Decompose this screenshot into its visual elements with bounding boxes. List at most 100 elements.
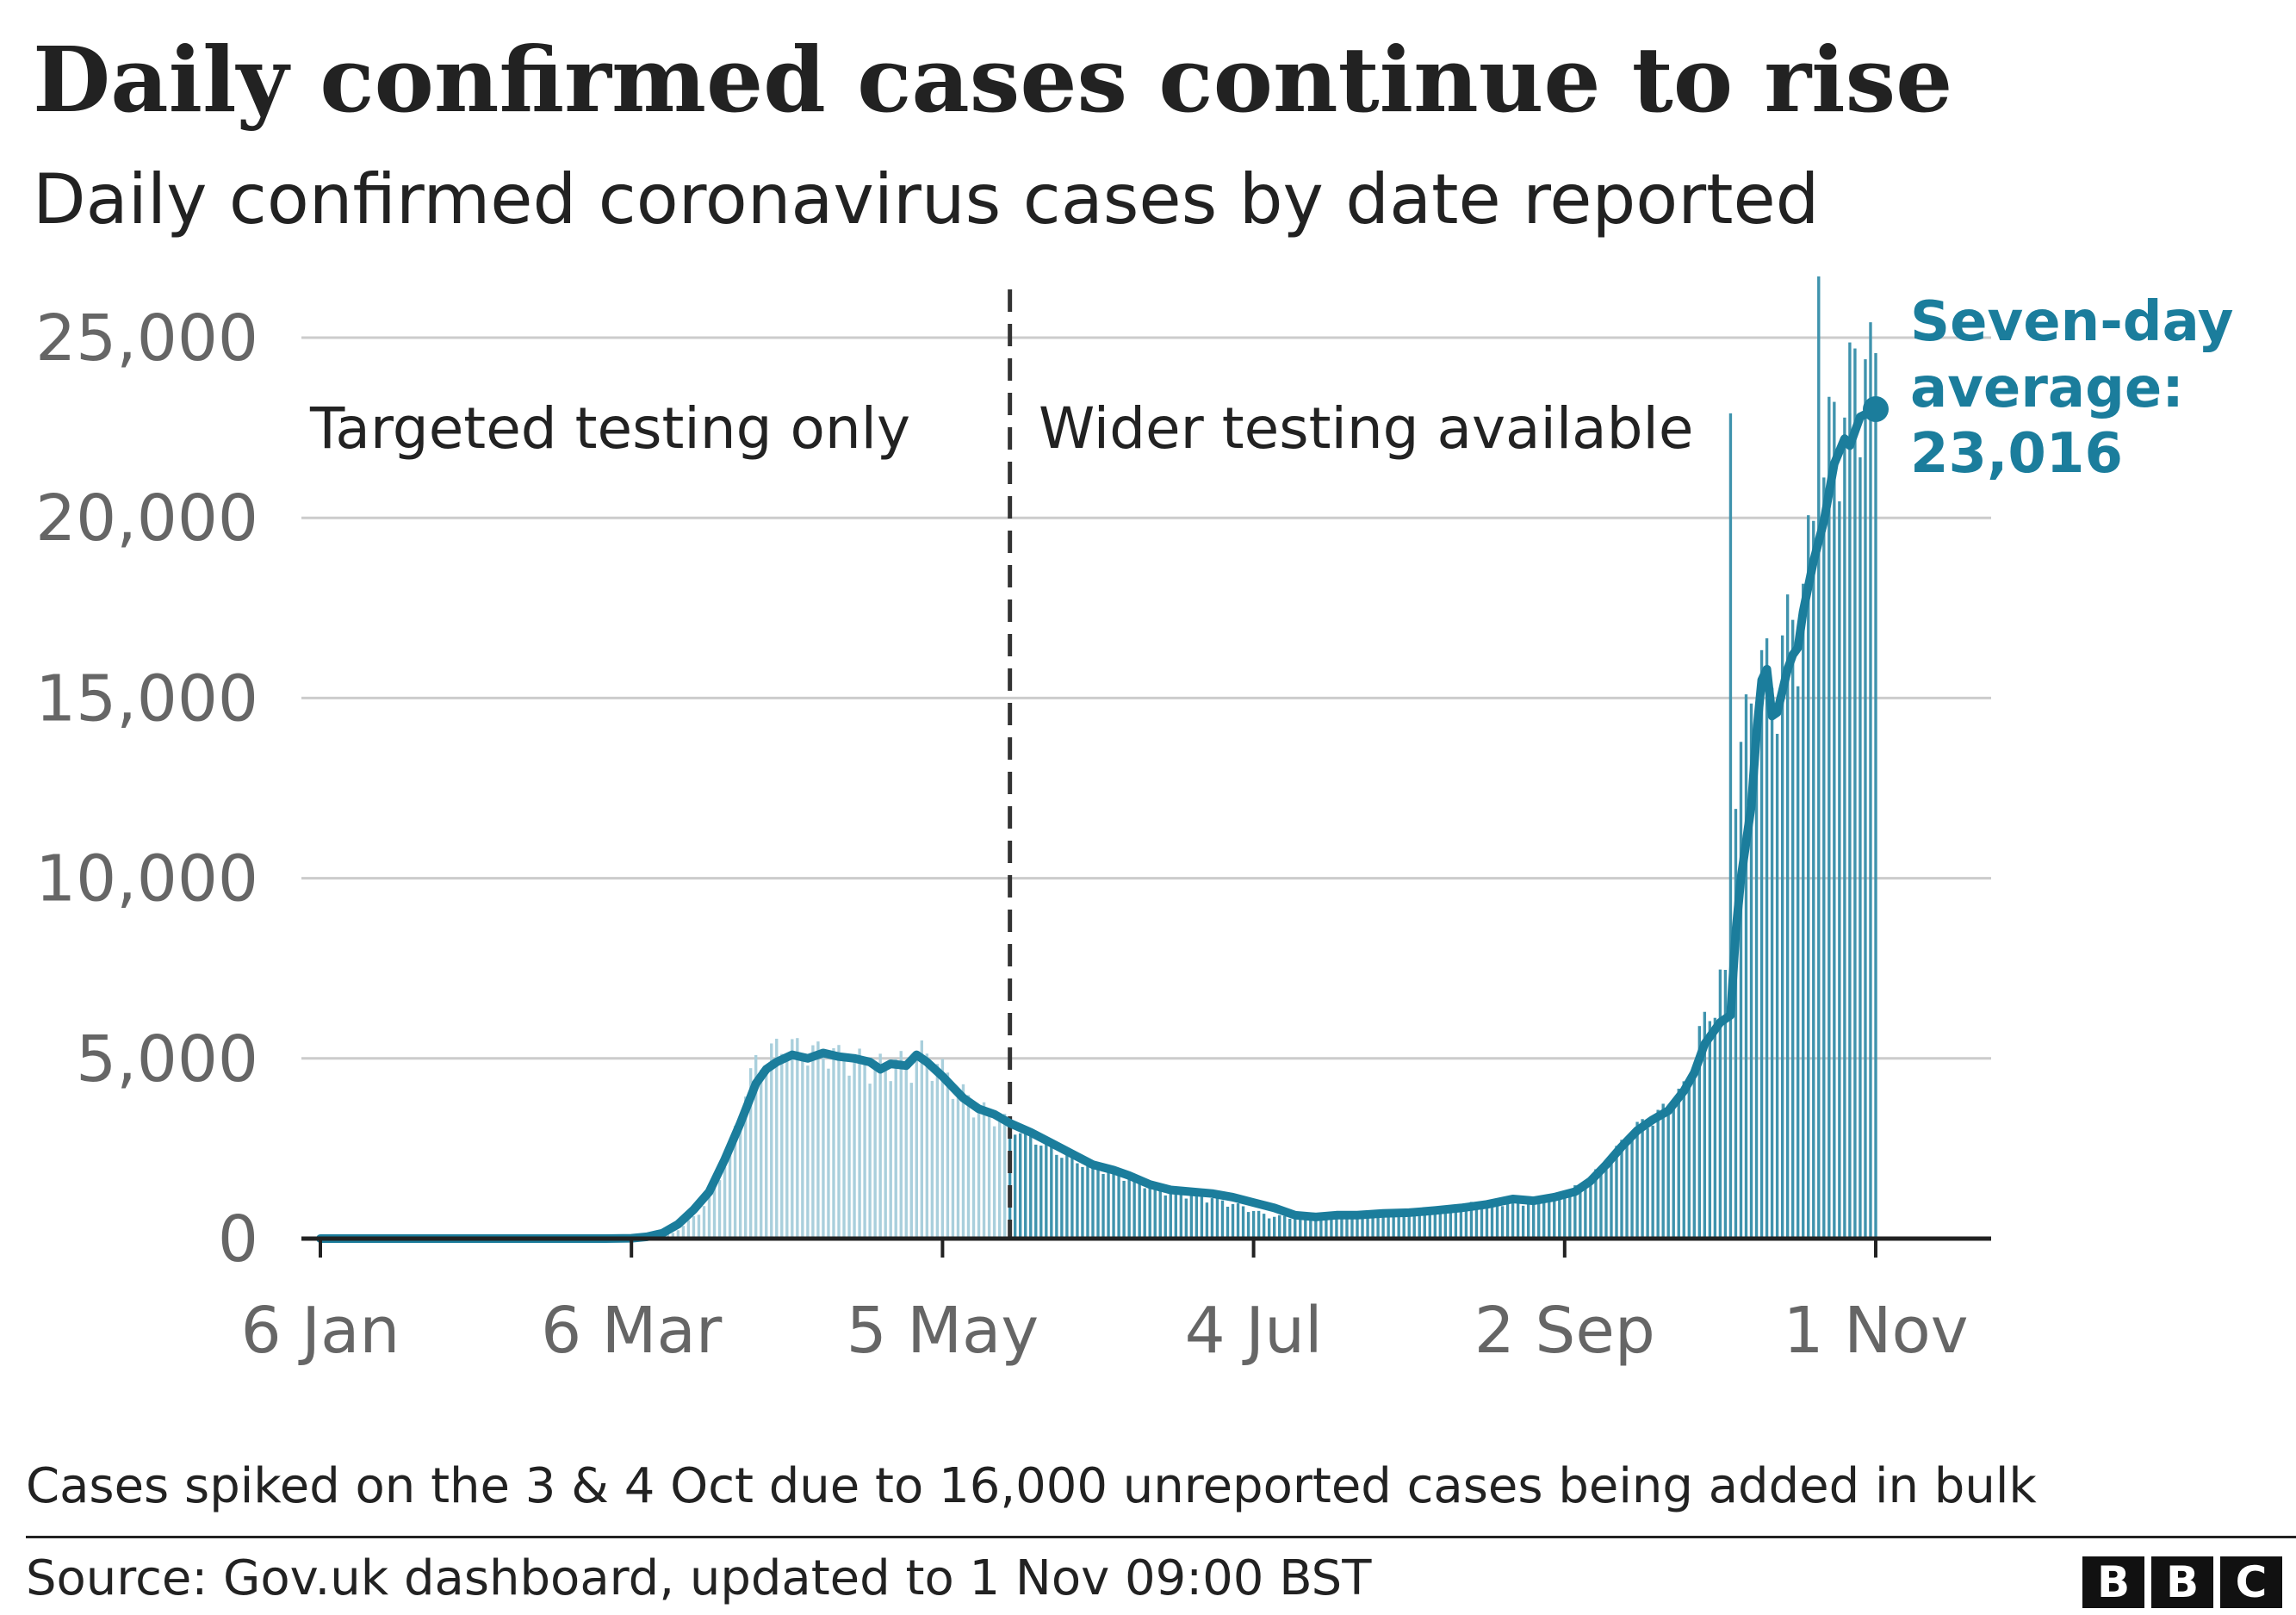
daily-bar [1304,1215,1307,1239]
daily-bar [785,1059,789,1239]
daily-bar [837,1045,841,1239]
x-tick-label: 6 Mar [541,1294,723,1368]
logo-letter-c: C [2220,1556,2282,1608]
daily-bar [1630,1135,1634,1239]
daily-bar [1158,1189,1162,1239]
daily-bar [1537,1198,1541,1239]
daily-bar [1070,1152,1074,1239]
daily-bar [712,1184,717,1239]
daily-bar [1635,1121,1639,1239]
daily-bar [1350,1216,1354,1239]
daily-bar [1765,638,1769,1239]
daily-bar [1164,1195,1167,1239]
daily-bar [1708,1021,1712,1239]
daily-bar [1169,1190,1172,1239]
daily-bar [1848,342,1852,1239]
daily-bar [1143,1188,1146,1239]
daily-bar [1656,1109,1660,1239]
daily-bar [956,1089,960,1239]
daily-bar [1246,1212,1250,1239]
daily-bar [842,1060,846,1239]
daily-bar [1189,1193,1194,1239]
daily-bar [806,1065,810,1239]
daily-bar [1278,1214,1281,1239]
daily-bar [909,1083,913,1239]
daily-bar [1122,1180,1126,1239]
daily-bar [1371,1214,1374,1239]
daily-bar [884,1062,887,1239]
daily-bar [1034,1144,1038,1239]
daily-bar [971,1117,976,1239]
daily-bar [1179,1192,1183,1239]
daily-bar [1226,1206,1230,1239]
daily-bar [780,1053,784,1239]
daily-bar [1412,1211,1416,1239]
x-tick-label: 4 Jul [1185,1294,1323,1368]
daily-bar [1687,1077,1691,1239]
daily-bar [723,1166,727,1239]
daily-bar [935,1064,940,1239]
daily-bar [1008,1118,1012,1239]
daily-bar [1620,1140,1623,1239]
daily-bar [1469,1202,1474,1239]
daily-bar [1335,1216,1338,1239]
daily-bar [904,1062,908,1239]
daily-bar [702,1206,706,1239]
daily-bar [697,1214,701,1239]
daily-bar [676,1230,680,1239]
daily-bar [1807,515,1810,1239]
daily-bar [1345,1214,1349,1239]
daily-bar [1086,1160,1089,1239]
daily-bar [671,1233,675,1239]
daily-bar [1438,1211,1443,1239]
daily-bar [1443,1207,1448,1239]
daily-bar [1511,1198,1515,1239]
daily-bar [1019,1133,1022,1239]
y-axis-ticks: 0 5,000 10,000 15,000 20,000 25,000 [35,301,258,1276]
daily-bar [1589,1179,1592,1239]
daily-bar [1055,1154,1058,1239]
y-tick-label: 0 [218,1202,258,1276]
daily-bar [1770,687,1774,1239]
daily-bar [915,1054,918,1239]
daily-bar [1148,1183,1151,1239]
daily-bar [738,1118,742,1239]
daily-bar [1257,1210,1261,1239]
daily-bar [1754,741,1759,1239]
y-tick-label: 15,000 [35,662,258,736]
latest-average-marker [1863,396,1889,423]
daily-bar [1703,1011,1707,1239]
daily-bar [1563,1196,1567,1239]
daily-bar [1474,1202,1479,1239]
y-tick-label: 10,000 [35,842,258,916]
daily-bar [1516,1201,1520,1239]
daily-bar [1050,1142,1053,1239]
daily-bar [1215,1196,1219,1239]
y-tick-label: 5,000 [76,1022,258,1096]
daily-bar [1728,413,1733,1239]
daily-bar [1464,1204,1468,1239]
daily-bar [666,1233,670,1239]
daily-bar [1117,1175,1120,1239]
daily-bar [1790,619,1795,1239]
daily-bar [770,1043,773,1239]
daily-bar [1661,1103,1665,1239]
seven-day-average-line [316,405,1880,1243]
daily-bar [1065,1151,1069,1239]
daily-bar [1780,635,1784,1239]
daily-bar [1796,686,1800,1239]
bbc-logo: B B C [2082,1556,2282,1608]
daily-bar [827,1068,830,1239]
x-tick-label: 1 Nov [1783,1294,1968,1368]
x-tick-label: 5 May [847,1294,1039,1368]
daily-bar [1495,1201,1499,1239]
daily-bar [1283,1215,1287,1239]
daily-bar [997,1121,1002,1239]
daily-bar [1505,1201,1510,1239]
daily-bar [686,1220,691,1239]
daily-bar [858,1048,861,1239]
daily-bar [1112,1167,1115,1239]
logo-letter-b1: B [2082,1556,2144,1608]
daily-bar [1101,1173,1105,1239]
daily-bar [728,1142,732,1239]
